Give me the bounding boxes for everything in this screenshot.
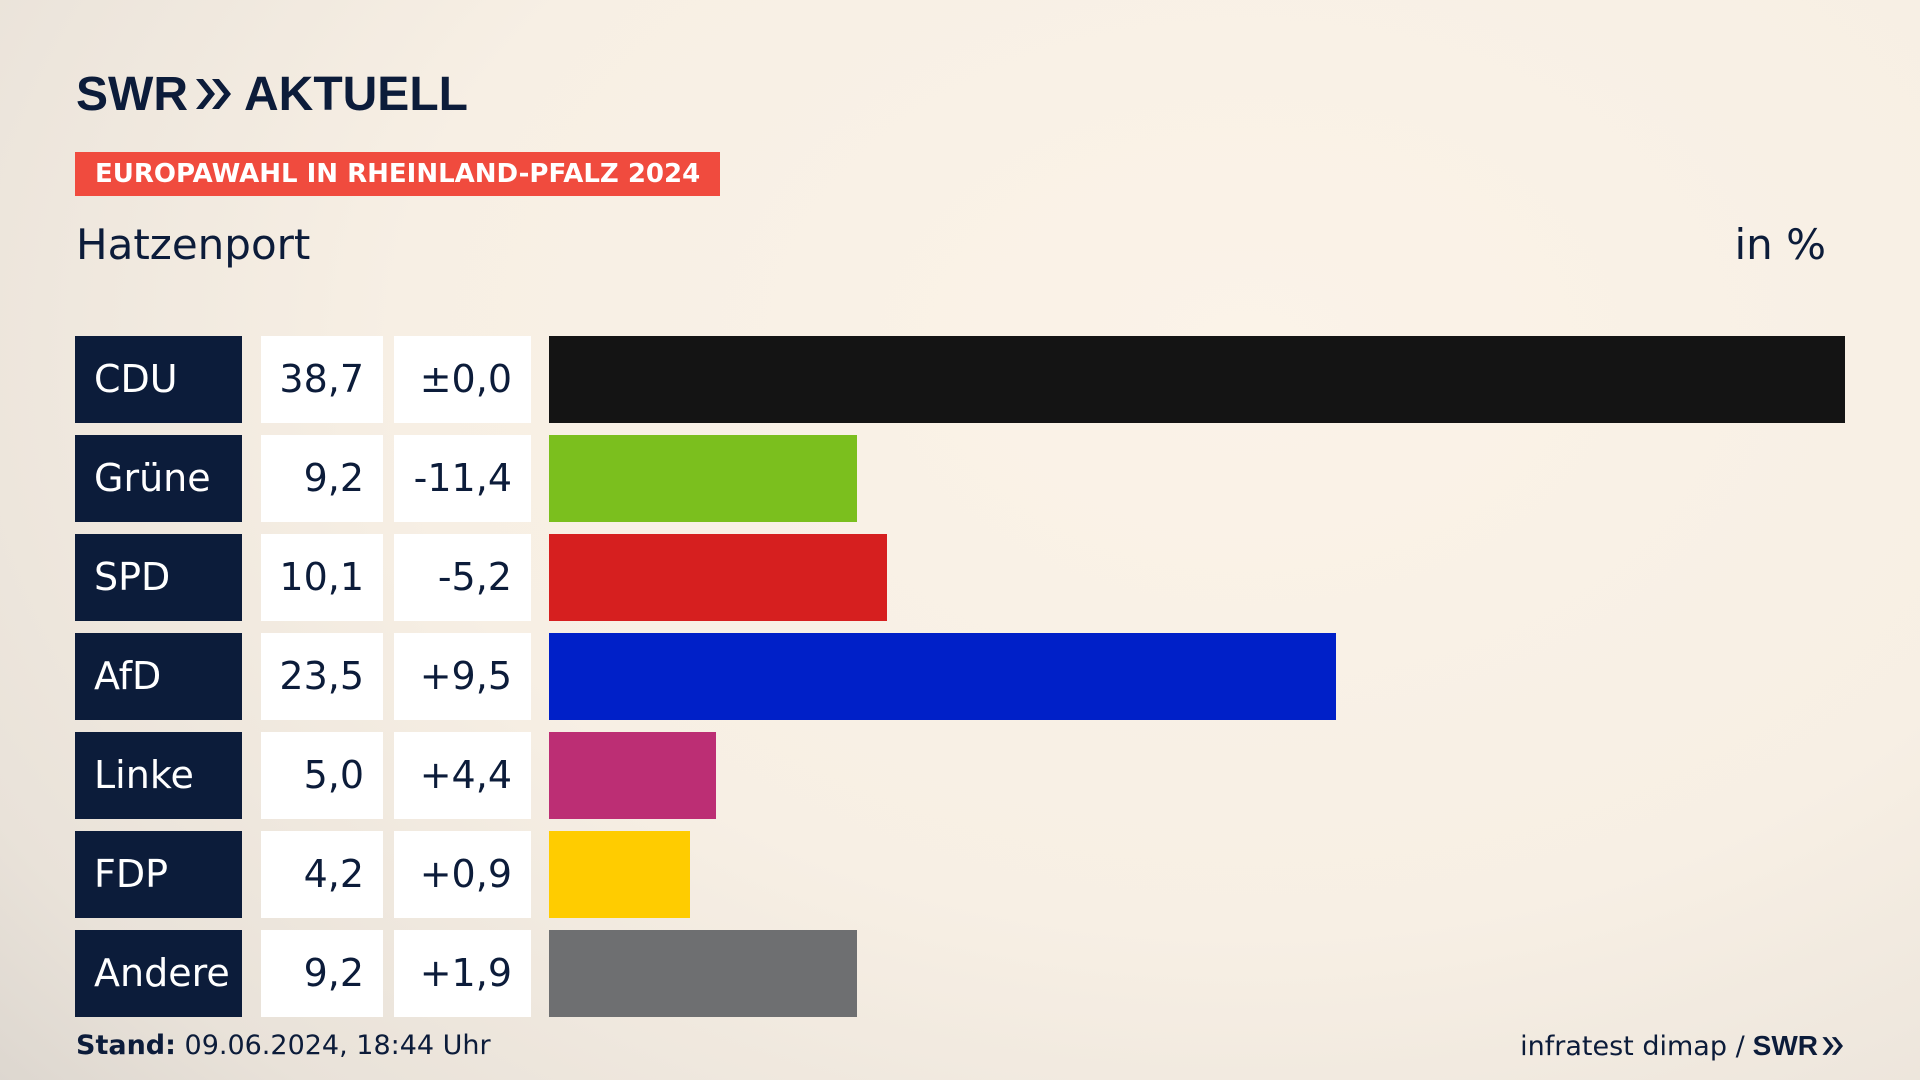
vote-share-value: 9,2 (261, 435, 383, 522)
election-badge: EUROPAWAHL IN RHEINLAND-PFALZ 2024 (75, 152, 721, 196)
result-row: Andere 9,2 +1,9 (75, 930, 1845, 1017)
party-label: Linke (75, 732, 242, 819)
vote-share-value: 5,0 (261, 732, 383, 819)
vote-change-value: +1,9 (394, 930, 531, 1017)
party-label: AfD (75, 633, 242, 720)
result-row: SPD 10,1 -5,2 (75, 534, 1845, 621)
result-row: CDU 38,7 ±0,0 (75, 336, 1845, 423)
result-bar (549, 534, 887, 621)
source-text: infratest dimap / (1520, 1030, 1745, 1062)
vote-change-value: ±0,0 (394, 336, 531, 423)
vote-share-value: 4,2 (261, 831, 383, 918)
vote-share-value: 23,5 (261, 633, 383, 720)
swr-small-logo: SWR (1753, 1030, 1845, 1062)
timestamp: Stand: 09.06.2024, 18:44 Uhr (76, 1030, 491, 1061)
vote-change-value: +0,9 (394, 831, 531, 918)
vote-share-value: 9,2 (261, 930, 383, 1017)
vote-change-value: -5,2 (394, 534, 531, 621)
party-label: CDU (75, 336, 242, 423)
vote-share-value: 38,7 (261, 336, 383, 423)
vote-change-value: +9,5 (394, 633, 531, 720)
brand-aktuell: AKTUELL (243, 67, 468, 121)
brand-swr: SWR (76, 67, 188, 121)
result-bar (549, 435, 857, 522)
party-label: SPD (75, 534, 242, 621)
double-chevron-icon (195, 79, 231, 109)
party-label: FDP (75, 831, 242, 918)
place-title: Hatzenport (76, 220, 311, 269)
result-bar (549, 831, 690, 918)
swr-aktuell-logo: SWR AKTUELL (76, 64, 468, 124)
result-bar (549, 336, 1845, 423)
source-credit: infratest dimap / SWR (1520, 1030, 1845, 1062)
stand-label: Stand: (76, 1030, 176, 1061)
small-double-chevron-icon (1822, 1037, 1843, 1055)
result-bar (549, 633, 1336, 720)
party-label: Andere (75, 930, 242, 1017)
swr-small-text: SWR (1752, 1030, 1818, 1061)
vote-share-value: 10,1 (261, 534, 383, 621)
unit-label: in % (1734, 220, 1826, 269)
result-row: Grüne 9,2 -11,4 (75, 435, 1845, 522)
stand-value: 09.06.2024, 18:44 Uhr (184, 1030, 491, 1061)
vote-change-value: +4,4 (394, 732, 531, 819)
result-bar (549, 930, 857, 1017)
party-label: Grüne (75, 435, 242, 522)
result-row: AfD 23,5 +9,5 (75, 633, 1845, 720)
result-bar (549, 732, 716, 819)
result-row: FDP 4,2 +0,9 (75, 831, 1845, 918)
result-row: Linke 5,0 +4,4 (75, 732, 1845, 819)
vote-change-value: -11,4 (394, 435, 531, 522)
